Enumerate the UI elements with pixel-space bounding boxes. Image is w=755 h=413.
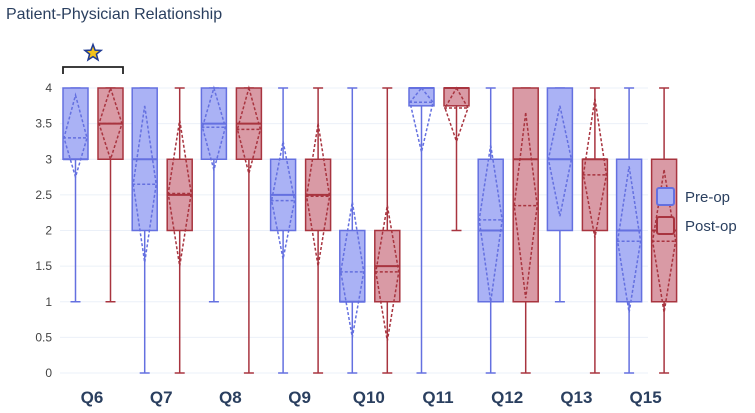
box-post-op-q13 [581, 87, 609, 374]
y-tick-label: 0 [45, 366, 52, 380]
box-pre-op-q6 [62, 87, 89, 303]
sd-diamond [340, 201, 365, 338]
sd-diamond [582, 98, 608, 238]
legend-label: Pre-op [685, 189, 730, 206]
significance-annotation [62, 42, 124, 74]
box-iqr [512, 87, 539, 303]
sd-diamond [167, 119, 192, 267]
x-tick-label: Q8 [219, 388, 242, 407]
box-post-op-q11 [443, 86, 470, 232]
legend-swatch [656, 187, 675, 206]
box-post-op-q10 [374, 87, 401, 374]
sd-diamond [409, 86, 434, 153]
legend-swatch [656, 216, 675, 235]
sd-diamond [201, 85, 227, 173]
box-pre-op-q11 [408, 86, 435, 374]
box-pre-op-q15 [615, 87, 643, 374]
sd-diamond [616, 166, 642, 313]
box-pre-op-q13 [546, 87, 574, 303]
legend-label: Post-op [685, 218, 737, 235]
y-tick-label: 1.5 [35, 259, 52, 273]
y-tick-label: 4 [45, 81, 52, 95]
sd-diamond [547, 105, 573, 217]
box-pre-op-q12 [477, 87, 504, 374]
sd-diamond [478, 144, 503, 302]
box-pre-op-q9 [269, 87, 297, 374]
sd-diamond [444, 86, 469, 144]
x-tick-label: Q15 [630, 388, 662, 407]
sd-diamond [63, 92, 88, 180]
box-post-op-q7 [166, 87, 193, 374]
box-pre-op-q8 [200, 85, 228, 303]
star-icon [82, 42, 104, 62]
box-series [62, 85, 678, 374]
x-tick-label: Q7 [150, 388, 173, 407]
x-tick-label: Q9 [288, 388, 311, 407]
box-post-op-q6 [97, 85, 124, 303]
y-axis-ticks: 0 0.5 1 1.5 2 2.5 3 3.5 4 [35, 81, 52, 380]
y-tick-label: 3 [45, 152, 52, 166]
y-tick-label: 0.5 [35, 330, 52, 344]
box-pre-op-q10 [339, 87, 366, 374]
sd-diamond [513, 112, 538, 299]
box-pre-op-q7 [131, 87, 158, 374]
sd-diamond [132, 105, 157, 263]
chart-title: Patient-Physician Relationship [6, 6, 223, 23]
legend: Pre-op Post-op [656, 187, 737, 235]
x-axis-ticks: Q6 Q7 Q8 Q9 Q10 Q11 Q12 Q13 Q15 [81, 388, 662, 407]
x-tick-label: Q6 [81, 388, 104, 407]
x-tick-label: Q10 [353, 388, 385, 407]
y-tick-label: 2 [45, 224, 52, 238]
x-tick-label: Q13 [560, 388, 592, 407]
box-iqr [408, 87, 435, 107]
box-post-op-q9 [304, 87, 332, 374]
box-post-op-q12 [512, 87, 539, 374]
y-tick-label: 1 [45, 295, 52, 309]
y-tick-label: 3.5 [35, 117, 52, 131]
sd-diamond [375, 205, 400, 342]
x-tick-label: Q12 [491, 388, 523, 407]
box-iqr [581, 158, 609, 232]
box-post-op-q8 [235, 85, 263, 374]
significance-bracket [62, 66, 124, 74]
y-tick-label: 2.5 [35, 188, 52, 202]
sd-diamond [270, 141, 296, 260]
x-tick-label: Q11 [422, 388, 453, 407]
